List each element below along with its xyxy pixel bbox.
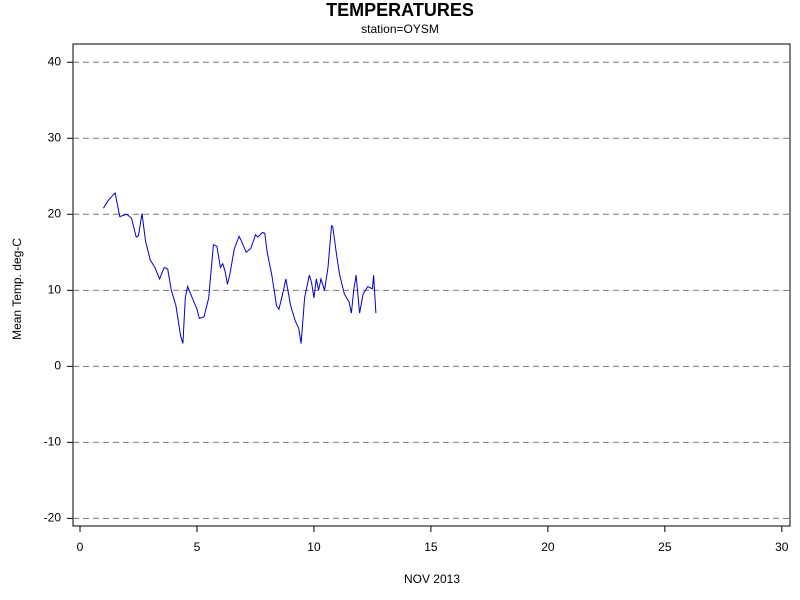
x-tick-label: 20 (541, 540, 555, 554)
y-tick-label: -10 (44, 435, 62, 449)
chart-title: TEMPERATURES (326, 0, 474, 20)
y-axis-label: Mean Temp. deg-C (10, 238, 24, 340)
x-tick-label: 0 (77, 540, 84, 554)
y-tick-label: 30 (48, 130, 62, 144)
x-tick-label: 15 (424, 540, 438, 554)
plot-frame (72, 43, 791, 527)
y-tick-label: 0 (54, 359, 61, 373)
x-axis-label: NOV 2013 (404, 572, 460, 586)
x-tick-label: 5 (194, 540, 201, 554)
y-tick-label: 40 (48, 54, 62, 68)
chart-subtitle: station=OYSM (361, 22, 439, 36)
x-tick-label: 25 (658, 540, 672, 554)
x-tick-label: 10 (307, 540, 321, 554)
y-tick-label: 10 (48, 282, 62, 296)
y-tick-label: -20 (44, 511, 62, 525)
x-tick-label: 30 (775, 540, 789, 554)
data-line (102, 191, 377, 344)
y-tick-label: 20 (48, 206, 62, 220)
